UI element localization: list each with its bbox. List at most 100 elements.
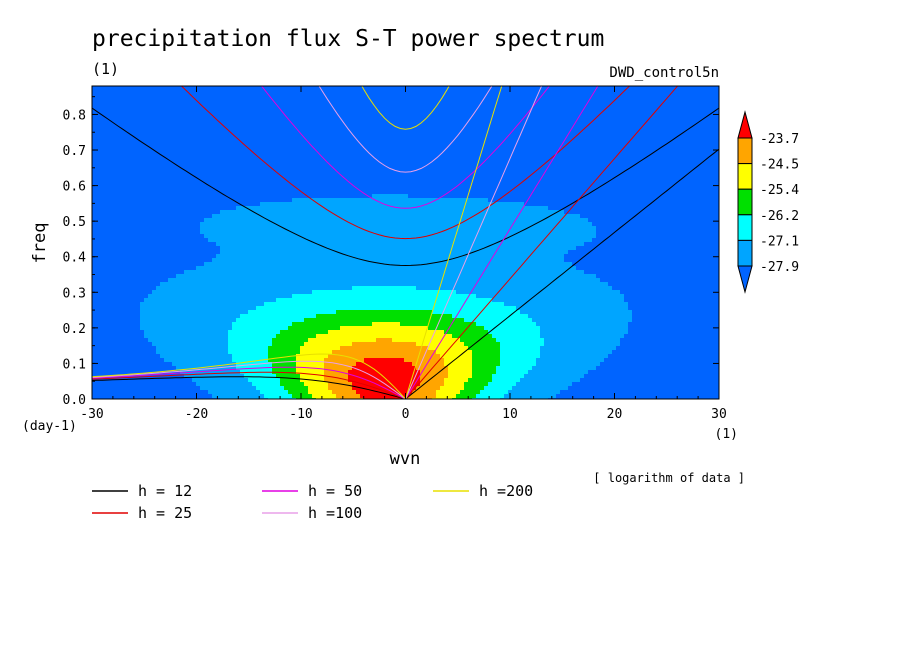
heatmap-cell (120, 122, 125, 127)
heatmap-cell (332, 178, 337, 183)
heatmap-cell (292, 174, 297, 179)
heatmap-cell (344, 202, 349, 207)
heatmap-cell (488, 154, 493, 159)
heatmap-cell (592, 102, 597, 107)
heatmap-cell (628, 118, 633, 123)
heatmap-cell (212, 98, 217, 103)
heatmap-cell (380, 198, 385, 203)
heatmap-cell (396, 170, 401, 175)
heatmap-cell (376, 138, 381, 143)
heatmap-cell (200, 170, 205, 175)
heatmap-cell (192, 206, 197, 211)
heatmap-cell (568, 138, 573, 143)
heatmap-cell (492, 130, 497, 135)
heatmap-cell (668, 90, 673, 95)
heatmap-cell (464, 162, 469, 167)
heatmap-cell (524, 114, 529, 119)
heatmap-cell (532, 106, 537, 111)
heatmap-cell (444, 142, 449, 147)
heatmap-cell (196, 146, 201, 151)
heatmap-cell (344, 102, 349, 107)
heatmap-cell (140, 202, 145, 207)
heatmap-cell (184, 114, 189, 119)
heatmap-cell (232, 182, 237, 187)
heatmap-cell (476, 134, 481, 139)
heatmap-cell (304, 190, 309, 195)
heatmap-cell (364, 134, 369, 139)
heatmap-cell (212, 110, 217, 115)
heatmap-cell (556, 186, 561, 191)
heatmap-cell (672, 126, 677, 131)
heatmap-cell (452, 194, 457, 199)
heatmap-cell (512, 134, 517, 139)
heatmap-cell (620, 98, 625, 103)
heatmap-cell (448, 94, 453, 99)
heatmap-cell (396, 102, 401, 107)
heatmap-cell (164, 130, 169, 135)
heatmap-cell (300, 182, 305, 187)
heatmap-cell (348, 194, 353, 199)
heatmap-cell (208, 174, 213, 179)
heatmap-cell (592, 158, 597, 163)
heatmap-cell (716, 150, 719, 155)
heatmap-cell (204, 134, 209, 139)
heatmap-cell (416, 166, 421, 171)
heatmap-cell (568, 94, 573, 99)
heatmap-cell (252, 110, 257, 115)
heatmap-cell (672, 90, 677, 95)
heatmap-cell (356, 158, 361, 163)
heatmap-cell (480, 90, 485, 95)
heatmap-cell (204, 166, 209, 171)
heatmap-cell (684, 114, 689, 119)
heatmap-cell (668, 94, 673, 99)
heatmap-cell (508, 198, 513, 203)
heatmap-cell (516, 106, 521, 111)
heatmap-cell (696, 202, 701, 207)
heatmap-cell (340, 98, 345, 103)
heatmap-cell (152, 126, 157, 131)
heatmap-cell (576, 126, 581, 131)
heatmap-cell (188, 206, 193, 211)
heatmap-cell (576, 106, 581, 111)
heatmap-cell (348, 174, 353, 179)
heatmap-cell (196, 202, 201, 207)
heatmap-cell (184, 174, 189, 179)
heatmap-cell (628, 158, 633, 163)
heatmap-cell (292, 142, 297, 147)
heatmap-cell (540, 190, 545, 195)
heatmap-cell (684, 118, 689, 123)
heatmap-cell (260, 198, 265, 203)
heatmap-cell (172, 150, 177, 155)
heatmap-cell (540, 154, 545, 159)
heatmap-cell (368, 134, 373, 139)
heatmap-cell (128, 198, 133, 203)
heatmap-cell (584, 190, 589, 195)
heatmap-cell (144, 114, 149, 119)
heatmap-cell (548, 170, 553, 175)
heatmap-cell (324, 174, 329, 179)
heatmap-cell (444, 162, 449, 167)
heatmap-cell (348, 114, 353, 119)
heatmap-cell (616, 98, 621, 103)
heatmap-cell (200, 194, 205, 199)
heatmap-cell (312, 174, 317, 179)
heatmap-cell (556, 202, 561, 207)
heatmap-cell (212, 162, 217, 167)
heatmap-cell (412, 130, 417, 135)
heatmap-cell (236, 98, 241, 103)
heatmap-cell (92, 138, 97, 143)
heatmap-cell (264, 142, 269, 147)
heatmap-cell (424, 154, 429, 159)
heatmap-cell (600, 118, 605, 123)
heatmap-cell (424, 158, 429, 163)
heatmap-cell (152, 190, 157, 195)
heatmap-cell (432, 146, 437, 151)
heatmap-cell (596, 86, 601, 91)
heatmap-cell (332, 98, 337, 103)
heatmap-cell (224, 206, 229, 211)
heatmap-cell (296, 126, 301, 131)
heatmap-cell (660, 126, 665, 131)
heatmap-cell (464, 158, 469, 163)
heatmap-cell (164, 190, 169, 195)
heatmap-cell (644, 130, 649, 135)
